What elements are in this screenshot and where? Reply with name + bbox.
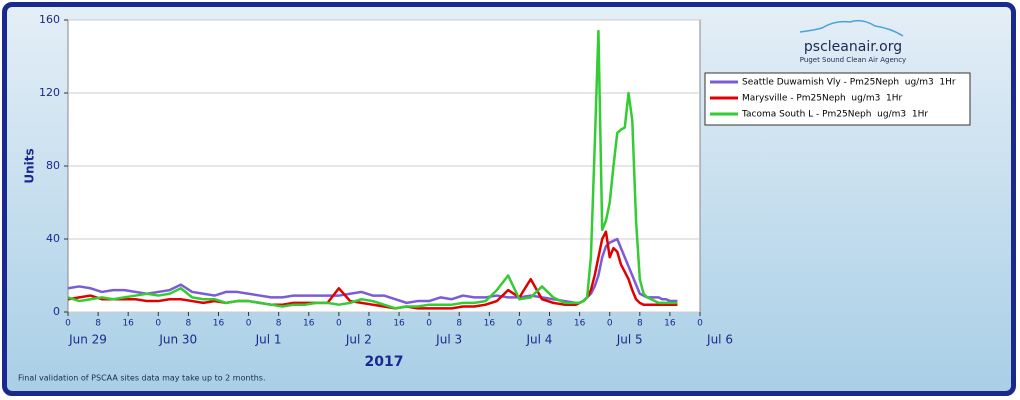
x-tick-label: 16 [664,319,676,329]
x-tick-label: 16 [393,319,405,329]
day-label: Jul 5 [616,333,643,347]
x-tick-label: 0 [155,319,161,329]
x-tick-label: 8 [637,319,643,329]
legend-label: Marysville - Pm25Neph ug/m3 1Hr [742,94,903,104]
series-line [67,237,678,305]
x-tick-label: 8 [366,319,372,329]
y-tick-label: 80 [46,159,60,172]
day-label: Jul 1 [255,333,282,347]
x-tick-label: 8 [95,319,101,329]
logo-subtitle: Puget Sound Clean Air Agency [800,56,906,64]
logo-title: pscleanair.org [804,39,902,55]
x-tick-label: 0 [426,319,432,329]
x-tick-label: 16 [484,319,496,329]
x-tick-label: 0 [517,319,523,329]
x-tick-label: 16 [122,319,134,329]
series-line [67,230,678,310]
x-tick-label: 0 [336,319,342,329]
y-axis-label: Units [23,148,37,183]
x-axis-label: 2017 [365,354,404,370]
x-tick-label: 8 [186,319,192,329]
day-label: Jul 6 [706,333,733,347]
x-tick-label: 16 [574,319,586,329]
x-tick-label: 8 [276,319,282,329]
day-label: Jul 2 [345,333,372,347]
logo-mark [799,19,904,37]
x-tick-label: 8 [456,319,462,329]
y-tick-label: 40 [46,232,60,245]
legend-label: Seattle Duwamish Vly - Pm25Neph ug/m3 1H… [742,78,956,88]
day-label: Jun 30 [158,333,197,347]
x-tick-label: 0 [697,319,703,329]
legend [704,72,971,126]
y-tick-label: 120 [39,86,60,99]
x-tick-label: 16 [213,319,225,329]
x-tick-label: 16 [303,319,315,329]
x-tick-label: 0 [246,319,252,329]
day-label: Jul 3 [435,333,462,347]
day-label: Jul 4 [525,333,552,347]
x-tick-label: 0 [65,319,71,329]
legend-label: Tacoma South L - Pm25Neph ug/m3 1Hr [741,110,928,120]
footnote: Final validation of PSCAA sites data may… [18,374,265,383]
x-tick-label: 0 [607,319,613,329]
y-tick-label: 160 [39,13,60,26]
x-tick-label: 8 [547,319,553,329]
series-line [67,29,678,310]
y-tick-label: 0 [53,305,60,318]
day-label: Jun 29 [68,333,107,347]
